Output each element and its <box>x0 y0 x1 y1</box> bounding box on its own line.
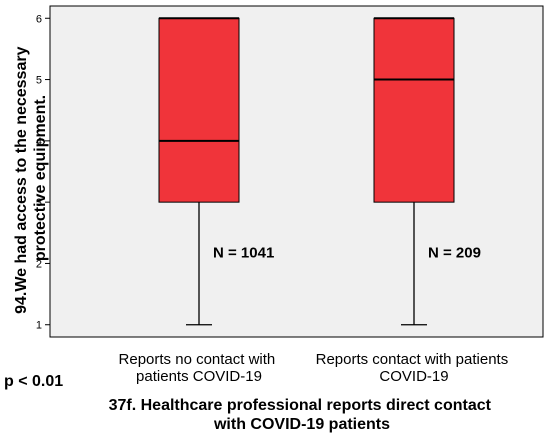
y-tick-label-1: 1 <box>36 320 42 332</box>
y-axis-title-line-1: 94.We had access to the necessary <box>13 46 30 314</box>
box-2 <box>373 17 455 203</box>
category-label-2-line-2: COVID-19 <box>379 368 448 385</box>
y-tick-label-2: 2 <box>36 258 42 270</box>
x-axis-title: 37f. Healthcare professional reports dir… <box>109 397 496 433</box>
plot-area <box>49 5 544 338</box>
box-1 <box>158 17 240 203</box>
category-label-1-line-1: Reports no contact with <box>119 351 276 368</box>
box-group-2: N = 209 <box>373 17 481 326</box>
y-axis: 1 2 3 4 5 6 <box>36 13 50 332</box>
box-group-1: N = 1041 <box>158 17 274 326</box>
x-axis-title-line-2: with COVID-19 patients <box>213 416 390 433</box>
category-label-2-line-1: Reports contact with patients <box>316 351 509 368</box>
x-axis-title-line-1: 37f. Healthcare professional reports dir… <box>109 397 492 414</box>
boxes: N = 1041 N = 209 <box>158 17 481 326</box>
y-tick-label-3: 3 <box>36 197 42 209</box>
y-axis-title: 94.We had access to the necessary protec… <box>13 42 49 314</box>
n-label-1: N = 1041 <box>213 244 274 261</box>
category-label-2: Reports contact with patients COVID-19 <box>316 351 513 385</box>
p-value-annotation: p < 0.01 <box>4 373 63 390</box>
y-tick-label-5: 5 <box>36 75 42 87</box>
category-label-1: Reports no contact with patients COVID-1… <box>119 351 280 385</box>
n-label-2: N = 209 <box>428 244 481 261</box>
y-tick-label-6: 6 <box>36 13 42 25</box>
y-axis-title-line-2: protective equipment. <box>32 95 49 261</box>
y-tick-label-4: 4 <box>36 136 42 148</box>
category-label-1-line-2: patients COVID-19 <box>136 368 262 385</box>
